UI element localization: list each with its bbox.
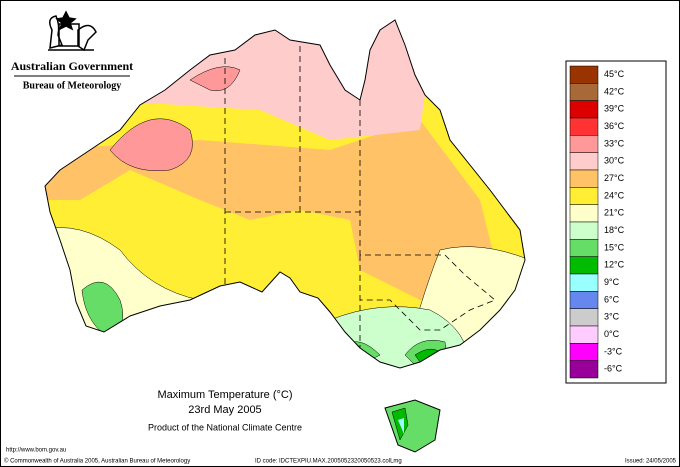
legend-label: 12°C: [604, 260, 625, 270]
legend-swatch: [569, 273, 599, 292]
legend-swatch: [569, 100, 599, 119]
legend-swatch: [569, 65, 599, 84]
legend-swatch: [569, 239, 599, 257]
legend-label: 36°C: [604, 121, 625, 131]
legend-label: 18°C: [604, 225, 625, 235]
legend-label: 33°C: [604, 138, 625, 148]
map-product: Product of the National Climate Centre: [148, 422, 302, 432]
government-name: Australian Government: [11, 59, 133, 73]
legend-swatch: [569, 83, 599, 101]
legend-swatch: [569, 152, 599, 171]
issued: Issued: 24/05/2005: [625, 459, 677, 465]
legend-swatch: [569, 325, 599, 344]
legend-swatch: [569, 256, 599, 275]
legend-label: 6°C: [604, 294, 620, 304]
legend-label: 0°C: [604, 329, 620, 339]
legend-label: 3°C: [604, 312, 620, 322]
legend-swatch: [569, 343, 599, 361]
map-date: 23rd May 2005: [188, 404, 261, 416]
legend-swatch: [569, 291, 599, 309]
legend-swatch: [569, 187, 599, 205]
legend-swatch: [569, 221, 599, 240]
legend-label: -6°C: [604, 364, 623, 374]
legend-swatch: [569, 308, 599, 327]
legend-label: 45°C: [604, 69, 625, 79]
legend-label: 24°C: [604, 190, 625, 200]
copyright: © Commonwealth of Australia 2005, Austra…: [4, 458, 190, 465]
legend-swatch: [569, 169, 599, 188]
legend-label: 42°C: [604, 86, 625, 96]
legend-label: 15°C: [604, 242, 625, 252]
legend-label: 39°C: [604, 104, 625, 114]
legend: 45°C 42°C 39°C 36°C 33°C 30°C 27°C 24°C 21°C 18°C…: [565, 60, 667, 384]
id-code: ID code: IDCTEXPIU.MAX.2005052320050523.…: [255, 459, 402, 465]
legend-swatch: [569, 135, 599, 153]
legend-label: 21°C: [604, 208, 625, 218]
legend-label: 30°C: [604, 156, 625, 166]
map-title: Maximum Temperature (°C): [157, 389, 292, 401]
legend-label: -3°C: [604, 346, 623, 356]
crest: [48, 10, 97, 52]
legend-swatch: [569, 117, 599, 136]
agency-name: Bureau of Meteorology: [23, 80, 122, 91]
url: http://www.bom.gov.au: [6, 448, 66, 454]
legend-label: 9°C: [604, 277, 620, 287]
legend-label: 27°C: [604, 173, 625, 183]
legend-swatch: [569, 360, 599, 379]
legend-swatch: [569, 204, 599, 223]
